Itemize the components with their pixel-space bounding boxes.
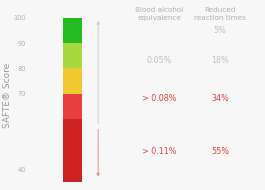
Y-axis label: SAFTE® Score: SAFTE® Score xyxy=(3,62,12,128)
Text: 18%: 18% xyxy=(211,56,229,65)
Text: 34%: 34% xyxy=(211,94,229,103)
Text: 5%: 5% xyxy=(214,26,227,35)
Text: 55%: 55% xyxy=(211,147,229,156)
Bar xyxy=(63,68,82,94)
Text: Reduced
reaction times: Reduced reaction times xyxy=(194,7,246,21)
Text: 0.05%: 0.05% xyxy=(147,56,172,65)
Bar xyxy=(63,94,82,119)
Text: > 0.08%: > 0.08% xyxy=(142,94,176,103)
Bar xyxy=(63,119,82,182)
Bar xyxy=(63,18,82,43)
Bar xyxy=(63,43,82,68)
Text: Blood alcohol
equivalence: Blood alcohol equivalence xyxy=(135,7,183,21)
Text: > 0.11%: > 0.11% xyxy=(142,147,176,156)
